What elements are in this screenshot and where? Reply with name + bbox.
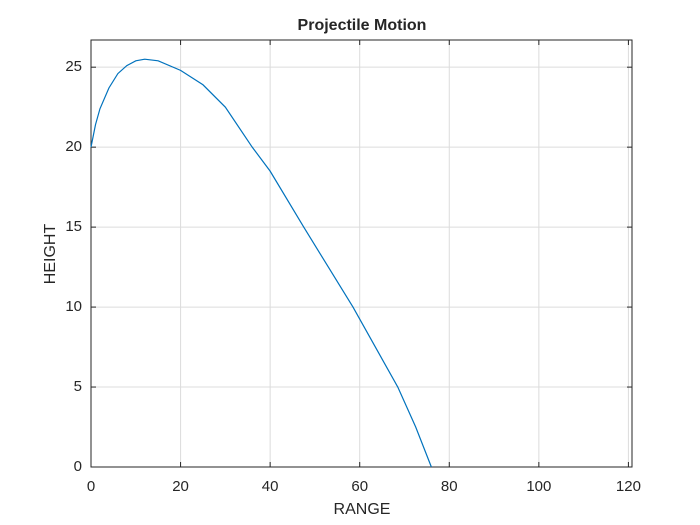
y-axis-label: HEIGHT	[42, 224, 59, 285]
line	[90, 58, 432, 468]
y-tick-label: 20	[65, 138, 82, 155]
x-tick-label: 100	[526, 478, 551, 495]
y-tick-label: 5	[74, 378, 82, 395]
x-axis-label: RANGE	[334, 501, 391, 518]
x-tick-label: 80	[441, 478, 458, 495]
chart-title: Projectile Motion	[298, 17, 427, 34]
y-tick-label: 15	[65, 218, 82, 235]
y-tick-label: 25	[65, 58, 82, 75]
x-tick-label: 0	[87, 478, 95, 495]
y-tick-label: 10	[65, 298, 82, 315]
x-tick-label: 120	[616, 478, 641, 495]
x-tick-label: 20	[172, 478, 189, 495]
plot-frame	[90, 39, 633, 468]
x-tick-label: 40	[262, 478, 279, 495]
y-tick-label: 0	[74, 458, 82, 475]
x-tick-label: 60	[351, 478, 368, 495]
